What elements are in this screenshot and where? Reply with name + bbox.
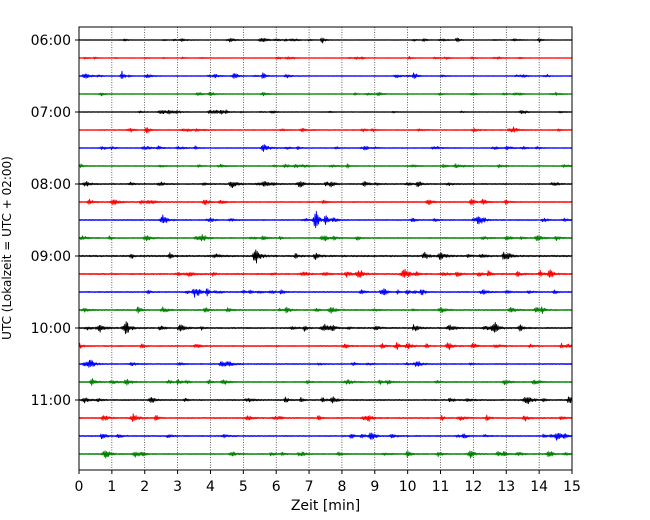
trace-0700 — [78, 109, 573, 115]
y-tick-label: 08:00 — [31, 177, 71, 193]
x-tick-label: 2 — [140, 479, 149, 495]
y-tick-label: 11:00 — [31, 393, 71, 409]
y-tick-label: 10:00 — [31, 321, 71, 337]
x-ticks: 0 1 2 3 4 5 6 7 8 9 10 11 12 13 14 15 — [75, 470, 581, 495]
trace-0900 — [78, 249, 573, 264]
x-tick-label: 8 — [337, 479, 346, 495]
y-tick-label: 06:00 — [31, 33, 71, 49]
trace-1015 — [78, 342, 573, 351]
x-tick-label: 3 — [173, 479, 182, 495]
trace-0730 — [78, 144, 573, 152]
trace-0745 — [78, 163, 573, 169]
y-tick-label: 09:00 — [31, 249, 71, 265]
trace-0715 — [78, 126, 573, 134]
trace-0800 — [78, 181, 573, 189]
x-tick-label: 14 — [530, 479, 548, 495]
x-tick-label: 1 — [107, 479, 116, 495]
trace-0645 — [78, 91, 573, 97]
x-tick-label: 13 — [497, 479, 515, 495]
trace-1000 — [78, 321, 573, 335]
trace-0615 — [78, 56, 573, 60]
trace-1145 — [78, 450, 573, 459]
trace-0600 — [78, 37, 573, 44]
plot-background — [79, 27, 572, 470]
trace-1130 — [78, 432, 573, 441]
x-tick-label: 9 — [370, 479, 379, 495]
y-tick-label: 07:00 — [31, 105, 71, 121]
x-tick-label: 7 — [305, 479, 314, 495]
x-tick-label: 6 — [272, 479, 281, 495]
trace-1100 — [78, 396, 573, 405]
trace-0945 — [78, 306, 573, 315]
x-tick-label: 12 — [464, 479, 482, 495]
trace-0915 — [78, 268, 573, 278]
x-tick-label: 5 — [239, 479, 248, 495]
trace-1030 — [78, 359, 573, 368]
x-tick-label: 4 — [206, 479, 215, 495]
y-axis-label: UTC (Lokalzeit = UTC + 02:00) — [0, 156, 14, 340]
trace-0845 — [78, 234, 573, 242]
x-tick-label: 15 — [563, 479, 581, 495]
x-tick-label: 11 — [432, 479, 450, 495]
trace-0830 — [78, 210, 573, 229]
trace-0630 — [78, 70, 573, 79]
x-tick-label: 10 — [399, 479, 417, 495]
trace-1045 — [78, 378, 573, 386]
trace-1115 — [78, 413, 573, 422]
y-ticks: 06:00 07:00 08:00 09:00 10:00 11:00 — [31, 33, 79, 409]
x-tick-label: 0 — [75, 479, 84, 495]
trace-0815 — [78, 198, 573, 206]
trace-0930 — [78, 288, 573, 298]
plot-frame — [78, 26, 573, 471]
x-axis-label: Zeit [min] — [291, 498, 360, 514]
traces — [78, 37, 573, 459]
